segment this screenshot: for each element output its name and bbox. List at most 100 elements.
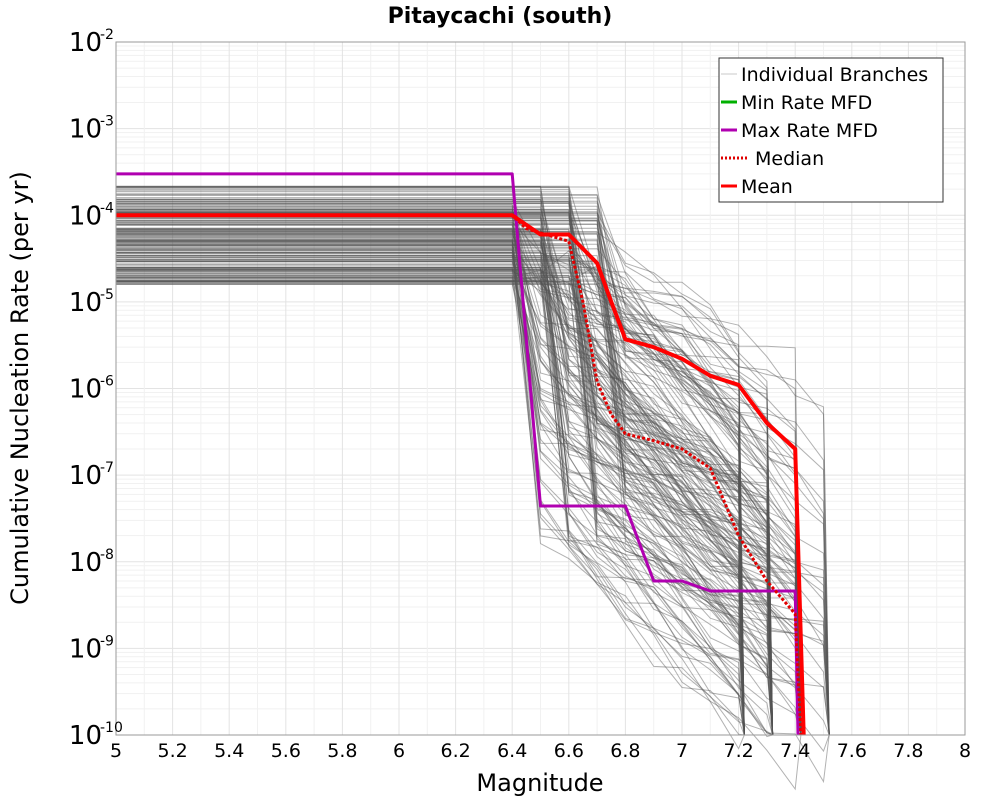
branch-line bbox=[116, 255, 745, 736]
branch-line bbox=[116, 277, 745, 736]
branch-line bbox=[116, 241, 830, 736]
branch-line bbox=[116, 270, 774, 736]
branch-line bbox=[116, 275, 802, 736]
branch-line bbox=[116, 215, 802, 736]
branch-line bbox=[116, 211, 830, 736]
branch-line bbox=[116, 269, 745, 736]
branch-line bbox=[116, 260, 745, 736]
branch-line bbox=[116, 261, 774, 736]
y-tick-exponent: -4 bbox=[100, 200, 114, 216]
branch-line bbox=[116, 229, 745, 736]
branch-line bbox=[116, 212, 745, 736]
branch-line bbox=[116, 261, 802, 736]
branch-line bbox=[116, 241, 745, 736]
branch-line bbox=[116, 246, 774, 736]
legend-label: Min Rate MFD bbox=[741, 92, 872, 114]
branch-line bbox=[116, 252, 774, 736]
branch-line bbox=[116, 234, 745, 736]
branch-line bbox=[116, 274, 774, 736]
branch-line bbox=[116, 250, 830, 736]
branch-line bbox=[116, 229, 802, 736]
branch-line bbox=[116, 219, 830, 736]
branch-line bbox=[116, 229, 745, 736]
branch-line bbox=[116, 283, 745, 736]
branch-line bbox=[116, 265, 774, 736]
branch-line bbox=[116, 283, 745, 736]
branch-line bbox=[116, 212, 802, 736]
branch-line bbox=[116, 186, 802, 736]
branch-line bbox=[116, 214, 802, 736]
branch-line bbox=[116, 240, 745, 736]
branch-line bbox=[116, 187, 802, 736]
branch-line bbox=[116, 185, 745, 736]
branch-line bbox=[116, 268, 802, 736]
x-tick-labels: 5 5.2 5.4 5.6 5.8 6 6.2 6.4 6.6 6.8 7 7.2 7.4 7.6 7.8 8 bbox=[110, 740, 971, 762]
branch-line bbox=[116, 249, 774, 736]
branch-line bbox=[116, 255, 774, 736]
branch-line bbox=[116, 260, 830, 736]
branch-line bbox=[116, 204, 774, 736]
y-tick-base: 10 bbox=[69, 634, 102, 664]
branch-line bbox=[116, 206, 802, 736]
x-tick-label: 5.6 bbox=[271, 740, 301, 762]
x-tick-label: 7 bbox=[676, 740, 688, 762]
branch-line bbox=[116, 280, 774, 736]
y-tick-label: 10-10 bbox=[69, 720, 123, 751]
x-tick-label: 6.6 bbox=[554, 740, 584, 762]
branch-line bbox=[116, 199, 774, 736]
branch-line bbox=[116, 269, 745, 736]
branch-line bbox=[116, 255, 802, 736]
branch-line bbox=[116, 231, 774, 736]
branch-line bbox=[116, 267, 774, 736]
branch-line bbox=[116, 281, 830, 736]
branch-line bbox=[116, 281, 802, 736]
branch-line bbox=[116, 267, 802, 736]
branch-line bbox=[116, 224, 830, 736]
branch-line bbox=[116, 252, 830, 736]
y-tick-label: 10-7 bbox=[69, 460, 114, 491]
branch-line bbox=[116, 199, 745, 736]
branch-line bbox=[116, 279, 802, 736]
branch-line bbox=[116, 221, 774, 736]
branch-line bbox=[116, 227, 745, 736]
individual-branches bbox=[116, 185, 830, 791]
branch-line bbox=[116, 209, 774, 736]
branch-line bbox=[116, 231, 774, 736]
branch-line bbox=[116, 202, 745, 736]
branch-line bbox=[116, 217, 774, 736]
branch-line bbox=[116, 275, 745, 736]
branch-line bbox=[116, 186, 802, 736]
x-tick-label: 6 bbox=[393, 740, 405, 762]
branch-line bbox=[116, 205, 774, 736]
y-tick-labels: 10-210-310-410-510-610-710-810-910-10 bbox=[69, 27, 123, 751]
branch-line bbox=[116, 245, 745, 736]
branch-line bbox=[116, 257, 774, 736]
y-tick-label: 10-2 bbox=[69, 27, 114, 58]
chart-title: Pitaycachi (south) bbox=[388, 4, 613, 29]
branch-line bbox=[116, 240, 745, 736]
branch-line bbox=[116, 229, 773, 736]
plot-frame bbox=[115, 41, 966, 736]
branch-line bbox=[116, 209, 774, 736]
branch-line bbox=[116, 252, 745, 736]
branch-line bbox=[116, 257, 802, 736]
branch-line bbox=[116, 200, 745, 736]
branch-line bbox=[116, 243, 802, 736]
branch-line bbox=[116, 223, 745, 736]
branch-line bbox=[116, 271, 774, 736]
branch-line bbox=[116, 269, 773, 738]
y-tick-exponent: -5 bbox=[100, 287, 114, 303]
branch-line bbox=[116, 229, 745, 736]
branch-line bbox=[116, 229, 774, 736]
x-tick-label: 5.4 bbox=[214, 740, 244, 762]
x-tick-label: 7.2 bbox=[723, 740, 753, 762]
branch-line bbox=[116, 188, 774, 736]
branch-line bbox=[116, 277, 802, 736]
y-tick-base: 10 bbox=[69, 375, 102, 405]
branch-line bbox=[116, 208, 802, 736]
branch-line bbox=[116, 252, 774, 736]
branch-line bbox=[116, 272, 745, 736]
branch-line bbox=[116, 216, 774, 736]
series-lines bbox=[116, 172, 806, 736]
branch-line bbox=[116, 277, 745, 736]
